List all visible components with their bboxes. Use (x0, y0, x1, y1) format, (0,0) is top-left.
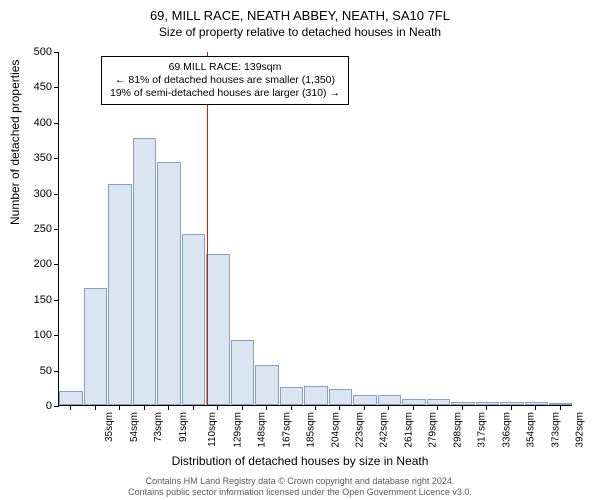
y-tick-label: 0 (22, 400, 52, 412)
y-tick-label: 50 (22, 365, 52, 377)
footer-attribution: Contains HM Land Registry data © Crown c… (0, 476, 600, 498)
y-axis-label: Number of detached properties (8, 60, 22, 225)
x-tick-label: 204sqm (330, 412, 341, 448)
y-tick-mark (54, 335, 59, 336)
x-tick-mark (291, 405, 292, 410)
x-tick-label: 91sqm (178, 412, 189, 442)
x-tick-mark (315, 405, 316, 410)
histogram-bar (108, 184, 131, 405)
y-tick-label: 450 (22, 81, 52, 93)
histogram-bar (378, 395, 401, 405)
y-tick-mark (54, 52, 59, 53)
x-tick-mark (339, 405, 340, 410)
y-tick-label: 150 (22, 294, 52, 306)
x-tick-label: 110sqm (207, 412, 218, 447)
x-tick-mark (70, 405, 71, 410)
histogram-bar (329, 389, 352, 405)
x-tick-label: 35sqm (104, 412, 115, 442)
y-tick-mark (54, 158, 59, 159)
y-tick-mark (54, 123, 59, 124)
y-tick-label: 100 (22, 329, 52, 341)
x-tick-mark (388, 405, 389, 410)
x-tick-mark (119, 405, 120, 410)
x-tick-label: 354sqm (526, 412, 537, 448)
y-tick-mark (54, 264, 59, 265)
x-tick-mark (437, 405, 438, 410)
x-tick-mark (95, 405, 96, 410)
histogram-bar (280, 387, 303, 405)
x-tick-label: 223sqm (355, 412, 366, 448)
page-title: 69, MILL RACE, NEATH ABBEY, NEATH, SA10 … (0, 0, 600, 23)
annotation-line-1: 69 MILL RACE: 139sqm (110, 61, 340, 74)
x-axis-label: Distribution of detached houses by size … (0, 454, 600, 468)
histogram-bar (59, 391, 82, 405)
annotation-line-3: 19% of semi-detached houses are larger (… (110, 87, 340, 100)
x-tick-label: 129sqm (232, 412, 243, 448)
footer-line-1: Contains HM Land Registry data © Crown c… (0, 476, 600, 487)
chart-container: 69, MILL RACE, NEATH ABBEY, NEATH, SA10 … (0, 0, 600, 500)
y-tick-mark (54, 300, 59, 301)
x-tick-mark (266, 405, 267, 410)
y-tick-label: 350 (22, 152, 52, 164)
x-tick-mark (242, 405, 243, 410)
x-tick-mark (193, 405, 194, 410)
x-tick-mark (511, 405, 512, 410)
x-tick-label: 317sqm (477, 412, 488, 448)
x-tick-label: 261sqm (404, 412, 415, 448)
x-tick-label: 54sqm (129, 412, 140, 442)
y-tick-label: 500 (22, 46, 52, 58)
x-tick-mark (560, 405, 561, 410)
x-tick-label: 373sqm (550, 412, 561, 448)
y-tick-mark (54, 229, 59, 230)
histogram-bar (304, 386, 327, 405)
y-tick-label: 250 (22, 223, 52, 235)
histogram-bar (206, 254, 229, 405)
y-tick-label: 300 (22, 188, 52, 200)
page-subtitle: Size of property relative to detached ho… (0, 23, 600, 39)
histogram-bar (231, 340, 254, 405)
x-tick-mark (462, 405, 463, 410)
x-tick-label: 148sqm (257, 412, 268, 448)
histogram-bar (353, 395, 376, 405)
histogram-bar (255, 365, 278, 405)
x-tick-mark (364, 405, 365, 410)
histogram-bar (157, 162, 180, 405)
y-tick-mark (54, 406, 59, 407)
x-tick-mark (217, 405, 218, 410)
annotation-box: 69 MILL RACE: 139sqm← 81% of detached ho… (101, 56, 349, 105)
y-tick-mark (54, 194, 59, 195)
x-tick-label: 167sqm (281, 412, 292, 448)
y-tick-label: 400 (22, 117, 52, 129)
x-tick-label: 73sqm (153, 412, 164, 442)
x-tick-mark (486, 405, 487, 410)
x-tick-label: 392sqm (575, 412, 586, 448)
annotation-line-2: ← 81% of detached houses are smaller (1,… (110, 74, 340, 87)
x-tick-label: 242sqm (379, 412, 390, 448)
x-tick-label: 185sqm (306, 412, 317, 448)
y-tick-mark (54, 87, 59, 88)
x-tick-mark (168, 405, 169, 410)
x-tick-mark (144, 405, 145, 410)
y-tick-mark (54, 371, 59, 372)
footer-line-2: Contains public sector information licen… (0, 487, 600, 498)
x-tick-label: 298sqm (452, 412, 463, 448)
plot-area: 69 MILL RACE: 139sqm← 81% of detached ho… (58, 52, 572, 406)
x-tick-label: 279sqm (428, 412, 439, 448)
x-tick-mark (413, 405, 414, 410)
x-tick-label: 336sqm (501, 412, 512, 448)
y-tick-label: 200 (22, 258, 52, 270)
histogram-bar (182, 234, 205, 405)
histogram-bar (84, 288, 107, 405)
x-tick-mark (535, 405, 536, 410)
histogram-bar (133, 138, 156, 405)
